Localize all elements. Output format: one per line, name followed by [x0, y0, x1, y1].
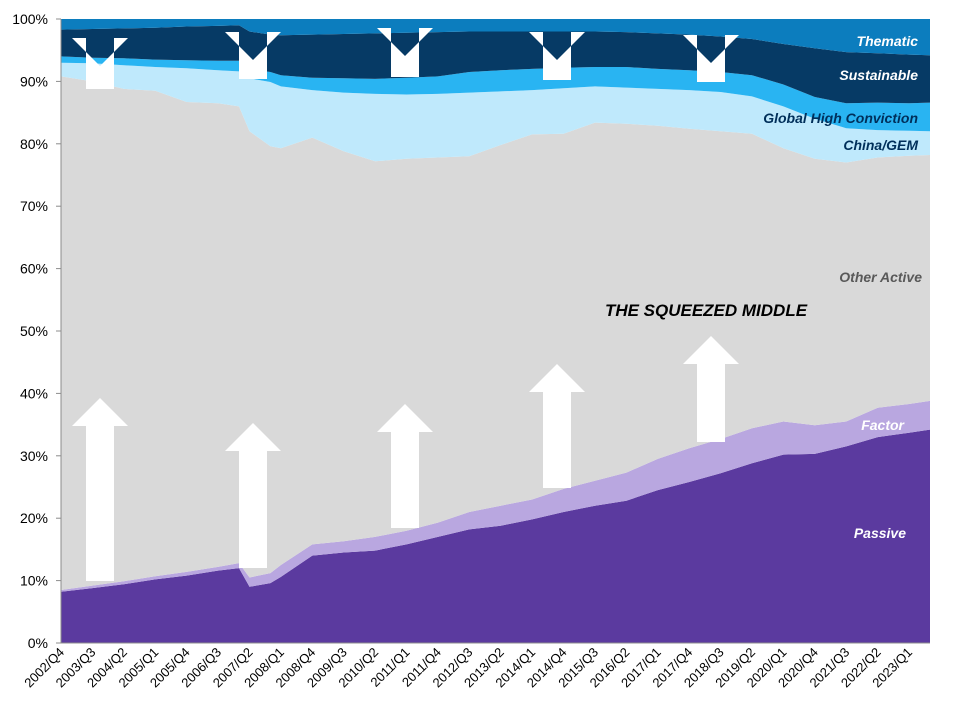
area-factor [61, 400, 930, 592]
arrow-up-2 [72, 398, 128, 581]
area-other-active [61, 76, 930, 590]
arrow-up-4 [225, 423, 281, 568]
y-axis-tick-labels: 0% 10% 20% 30% 40% 50% 60% 70% 80% 90% 100% [12, 11, 61, 651]
arrow-up-8 [529, 364, 585, 488]
y-tick-label: 80% [20, 136, 48, 152]
squeezed-middle-annotation: THE SQUEEZED MIDDLE [605, 301, 808, 320]
series-label-passive: Passive [854, 525, 906, 541]
arrow-down-5 [377, 28, 433, 77]
squeeze-arrows [72, 28, 739, 581]
series-label-global-high-conviction: Global High Conviction [763, 110, 918, 126]
y-tick-label: 0% [28, 635, 48, 651]
series-label-thematic: Thematic [857, 33, 919, 49]
area-sustainable [61, 25, 930, 104]
arrow-down-3 [225, 32, 281, 79]
series-label-other-active: Other Active [839, 269, 922, 285]
arrow-up-6 [377, 404, 433, 528]
y-tick-label: 90% [20, 73, 48, 89]
area-passive [61, 429, 930, 643]
y-tick-label: 60% [20, 261, 48, 277]
x-axis-tick-labels: 2002/Q42003/Q32004/Q22005/Q12005/Q42006/… [21, 645, 915, 691]
arrow-up-10 [683, 336, 739, 442]
series-labels: Passive Factor Other Active China/GEM Global… [763, 33, 922, 541]
y-tick-label: 70% [20, 198, 48, 214]
y-tick-label: 10% [20, 573, 48, 589]
arrow-down-1 [72, 38, 128, 89]
series-label-china-gem: China/GEM [843, 137, 918, 153]
y-tick-label: 50% [20, 323, 48, 339]
series-label-sustainable: Sustainable [839, 67, 918, 83]
y-tick-label: 40% [20, 385, 48, 401]
arrow-down-7 [529, 32, 585, 80]
y-tick-label: 30% [20, 448, 48, 464]
area-thematic [61, 19, 930, 56]
series-label-factor: Factor [861, 417, 905, 433]
area-china-gem [61, 62, 930, 163]
y-tick-label: 100% [12, 11, 48, 27]
arrow-down-9 [683, 35, 739, 82]
y-tick-label: 20% [20, 510, 48, 526]
